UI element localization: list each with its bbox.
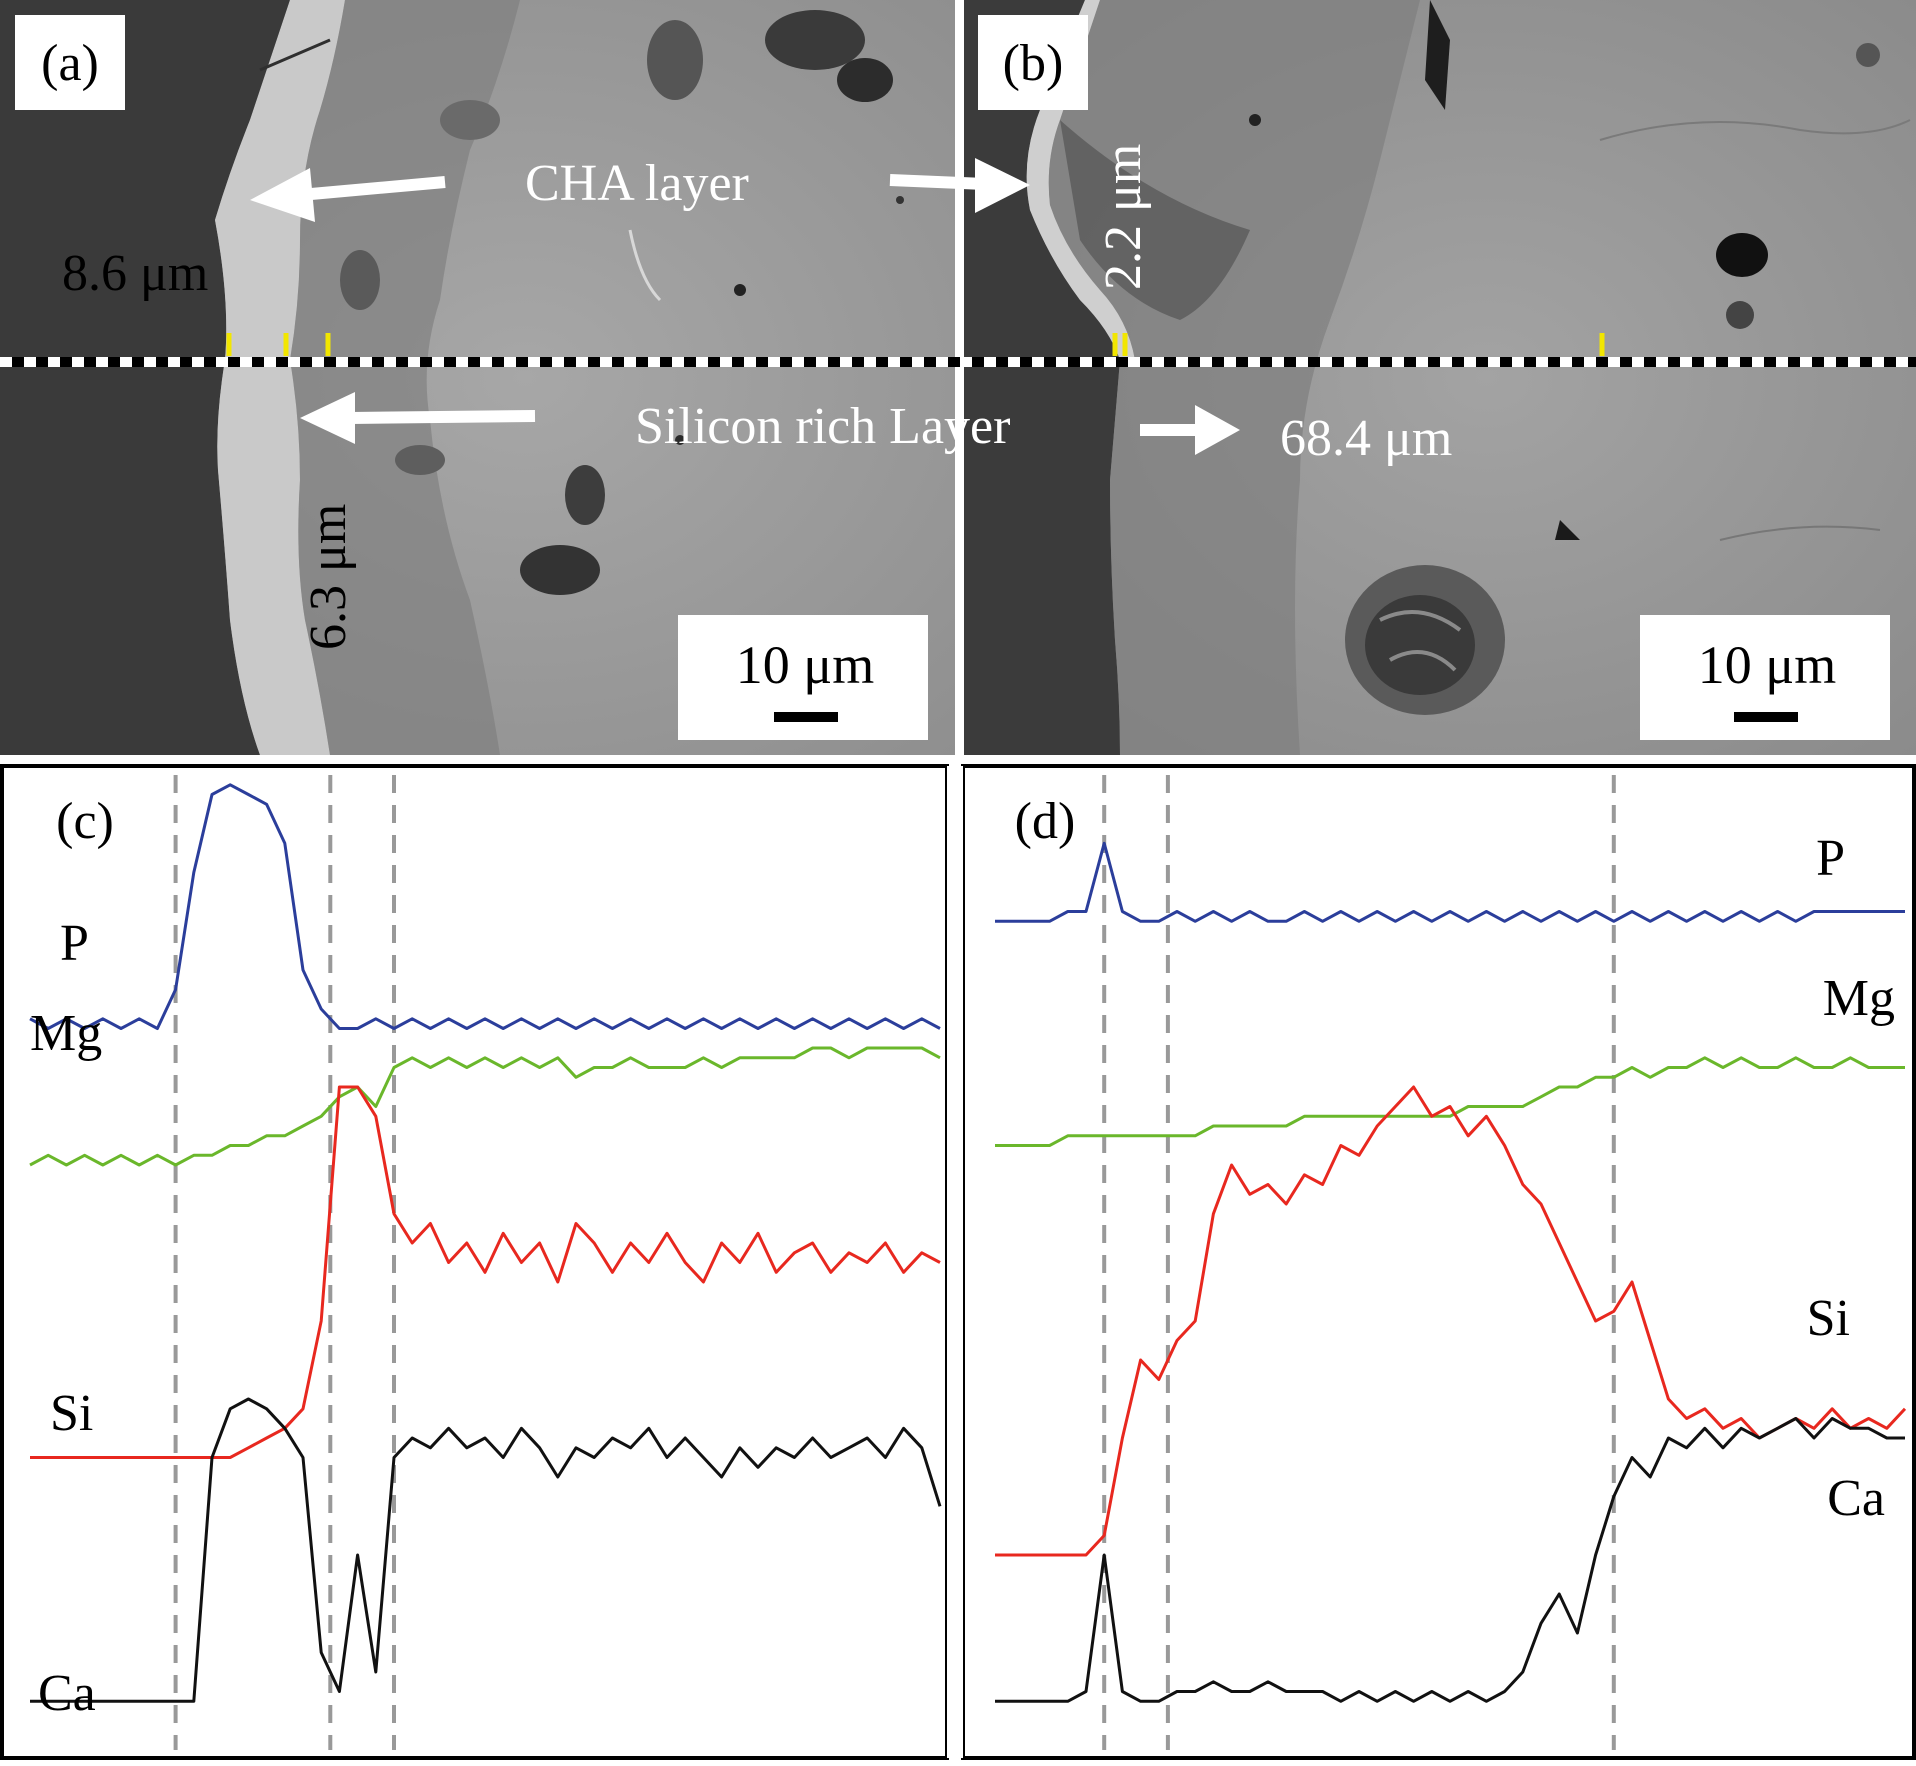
scale-bar-b-label: 10 μm [1698,635,1836,695]
chart-gap [947,766,963,1758]
series-label-d-si: Si [1807,1290,1850,1347]
b-cha-thickness-label: 2.2 μm [1095,144,1152,290]
cha-layer-label: CHA layer [525,155,749,212]
sem-divider [955,0,964,755]
b-si-thickness-label: 68.4 μm [1280,410,1452,467]
series-line-c-ca [30,1397,942,1703]
panel-c-label: (c) [56,793,114,850]
series-line-d-ca [995,1417,1905,1703]
arrow-si-left-icon [300,392,536,444]
series-line-c-si [30,1085,941,1459]
line-scan-d: P Mg Si Ca [995,775,1907,1750]
arrow-cha-left-icon [250,168,446,222]
series-label-d-mg: Mg [1823,970,1895,1027]
series-line-d-si [995,1085,1907,1557]
series-label-d-p: P [1816,830,1845,887]
series-line-c-mg [29,1046,941,1167]
series-label-d-ca: Ca [1827,1470,1885,1527]
silicon-rich-layer-label: Silicon rich Layer [635,398,1010,455]
panel-c-frame [0,764,949,1760]
panel-a-label-box: (a) [15,15,125,110]
scale-bar-a: 10 μm [678,615,928,740]
arrow-si-right-icon [1140,405,1240,455]
white-arrows [250,158,1240,455]
series-label-c-ca: Ca [38,1665,96,1722]
panel-a-label: (a) [41,35,99,92]
series-label-c-mg: Mg [30,1005,102,1062]
panel-b-label: (b) [1003,35,1064,92]
a-cha-thickness-label: 8.6 μm [62,245,208,302]
series-label-c-p: P [60,915,89,972]
scale-bar-a-label: 10 μm [736,635,874,695]
panel-d-label: (d) [1015,793,1076,850]
panel-d-frame [961,764,1916,1760]
a-si-thickness-label: 6.3 μm [300,504,357,650]
series-line-d-p [995,841,1905,923]
scale-bar-b: 10 μm [1640,615,1890,740]
arrow-cha-right-icon [889,158,1030,213]
yellow-ticks [226,333,1605,356]
series-label-c-si: Si [50,1385,93,1442]
line-scan-c: P Mg Si Ca [29,775,942,1750]
panel-b-label-box: (b) [978,15,1088,110]
series-line-d-mg [995,1056,1905,1147]
series-line-c-p [29,783,941,1030]
